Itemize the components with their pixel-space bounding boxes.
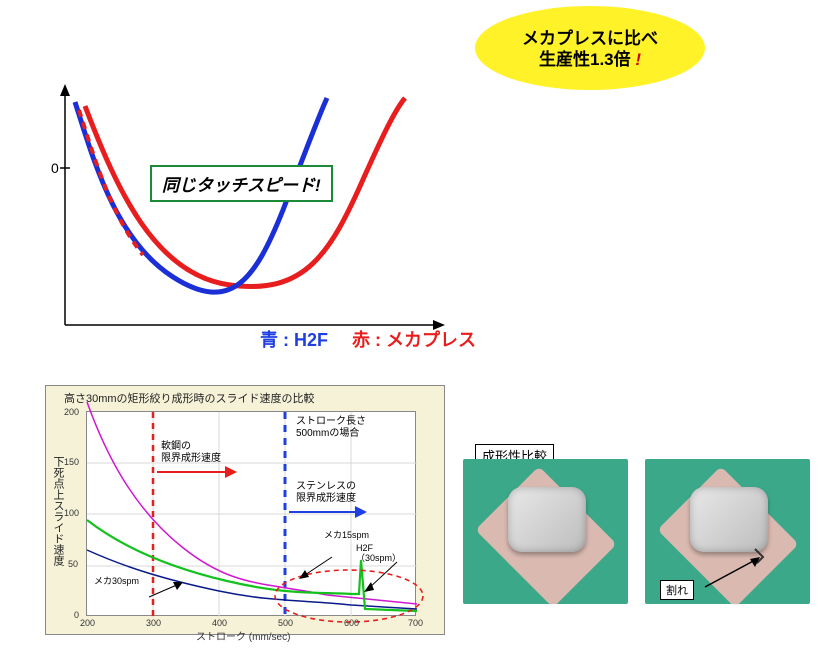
crack-label: 割れ	[660, 580, 694, 600]
stainless-arrow	[289, 506, 367, 518]
meka30-note: メカ30spm	[94, 574, 139, 587]
xtick-600: 600	[344, 618, 359, 628]
lower-chart-xlabel: ストローク (mm/sec)	[196, 628, 290, 643]
top-chart-legend: 青 : H2F 赤 : メカプレス	[260, 326, 476, 352]
meka15-note: メカ15spm	[324, 528, 369, 541]
badge-line2-prefix: 生産性	[539, 50, 590, 69]
photo-good-part	[508, 487, 586, 552]
top-chart-overlap	[79, 110, 143, 255]
badge-line1: メカプレスに比べ	[522, 29, 658, 48]
soft-steel-arrow	[157, 466, 237, 478]
top-chart: 0	[45, 80, 445, 340]
xtick-700: 700	[408, 618, 423, 628]
xtick-200: 200	[80, 618, 95, 628]
badge-excl: !	[631, 50, 641, 69]
h2f-note: H2F （30spm）	[356, 544, 401, 564]
legend-red: 赤 : メカプレス	[352, 330, 476, 350]
ytick-200: 200	[64, 407, 79, 417]
xtick-400: 400	[212, 618, 227, 628]
stainless-note: ステンレスの 限界成形速度	[296, 481, 356, 504]
highlight-ellipse	[275, 570, 423, 622]
lower-chart: 高さ30mmの矩形絞り成形時のスライド速度の比較 下死点上スライド速度	[45, 385, 445, 635]
stroke-note: ストローク長さ 500mmの場合	[296, 416, 366, 439]
lower-chart-title: 高さ30mmの矩形絞り成形時のスライド速度の比較	[64, 390, 315, 406]
ytick-0: 0	[74, 610, 79, 620]
soft-steel-note: 軟鋼の 限界成形速度	[161, 441, 221, 464]
xtick-300: 300	[146, 618, 161, 628]
meka15-pointer	[299, 557, 332, 579]
ytick-100: 100	[64, 508, 79, 518]
touch-speed-callout: 同じタッチスピード!	[150, 165, 333, 202]
ytick-50: 50	[68, 559, 78, 569]
xtick-500: 500	[278, 618, 293, 628]
ytick-150: 150	[64, 457, 79, 467]
legend-blue: 青 : H2F	[260, 330, 328, 350]
touch-speed-callout-text: 同じタッチスピード!	[162, 176, 321, 195]
badge-line2-value: 1.3倍	[590, 50, 631, 69]
top-chart-zero-label: 0	[51, 160, 59, 176]
photo-good	[463, 459, 628, 604]
top-chart-yaxis-arrow	[60, 84, 70, 96]
badge-text: メカプレスに比べ 生産性1.3倍 !	[495, 28, 685, 71]
